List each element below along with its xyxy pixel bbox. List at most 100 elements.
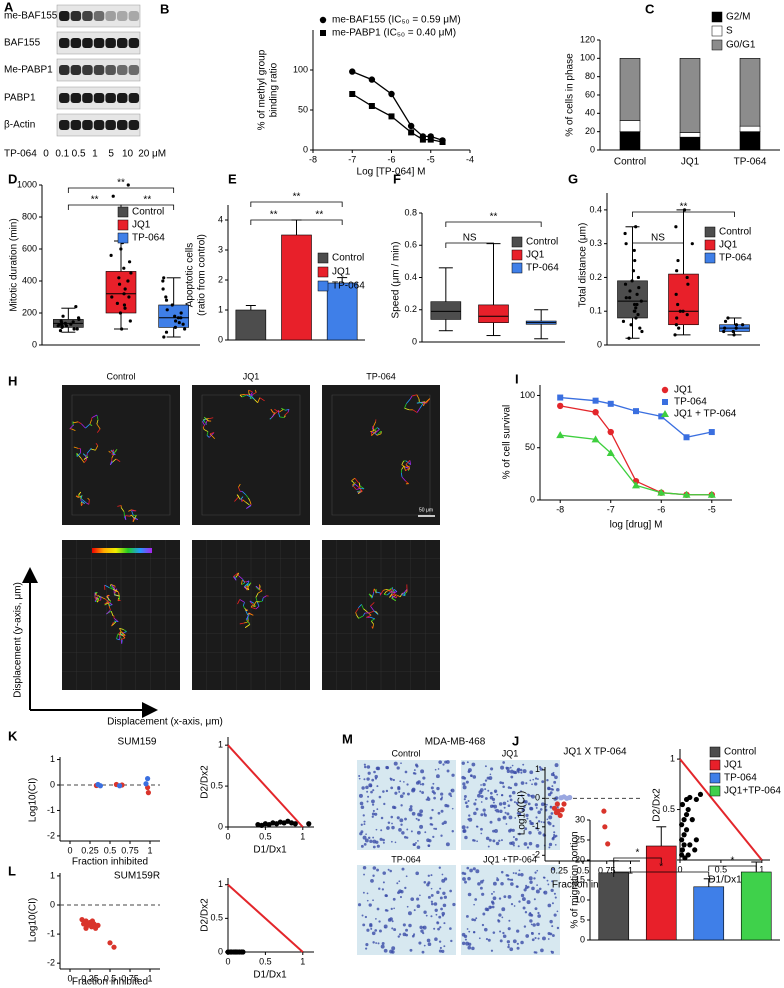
data-point [161, 279, 165, 283]
cell-dot [510, 841, 515, 846]
cell-dot [492, 839, 496, 843]
track-segment [112, 621, 117, 626]
data-point [557, 394, 564, 401]
data-point [127, 295, 131, 299]
cell-dot [492, 801, 495, 804]
track-segment [283, 415, 286, 418]
data-point [726, 316, 730, 320]
cell-dot [408, 807, 413, 812]
y-tick-label: 0.6 [404, 240, 417, 250]
cell-dot [372, 899, 374, 902]
cell-dot [535, 816, 538, 819]
track-segment [251, 602, 255, 606]
cell-dot [365, 947, 368, 950]
track-segment [124, 515, 127, 520]
track-segment [108, 587, 114, 590]
cell-dot [536, 922, 540, 927]
panel-letter: B [160, 1, 169, 16]
y-tick-label: 2 [218, 274, 223, 284]
cell-dot [396, 816, 400, 820]
cell-dot [452, 902, 456, 907]
legend-label: TP-064 [132, 233, 165, 244]
cell-dot [474, 898, 478, 901]
cell-dot [500, 870, 504, 874]
y-tick-label: 1 [218, 304, 223, 314]
track-segment [377, 427, 380, 430]
cell-dot [472, 931, 476, 934]
track-segment [424, 398, 431, 404]
data-point [162, 276, 166, 280]
track-segment [120, 631, 126, 636]
track-segment [80, 500, 85, 504]
chart-title: SUM159R [114, 871, 160, 882]
cell-dot [527, 802, 531, 806]
cell-dot [376, 785, 379, 788]
track-segment [366, 614, 372, 618]
cell-dot [535, 889, 540, 894]
track-segment [253, 601, 257, 606]
track-segment [95, 445, 99, 451]
data-point [707, 490, 716, 498]
y-axis-label: Apoptotic cells [185, 243, 196, 307]
data-point [408, 129, 415, 136]
cell-dot [496, 793, 499, 796]
track-segment [120, 507, 125, 512]
cell-dot [533, 877, 536, 880]
cell-dot [423, 881, 427, 884]
track-segment [82, 453, 86, 456]
cell-dot [401, 867, 405, 871]
track-segment [285, 408, 290, 411]
cell-dot [443, 945, 446, 948]
cell-dot [467, 892, 472, 897]
cell-dot [441, 911, 446, 916]
cell-dot [376, 766, 381, 771]
legend-label: JQ1 [332, 267, 351, 278]
y-tick-label: -1 [532, 821, 540, 831]
cell-dot [416, 830, 421, 835]
data-point [173, 319, 178, 323]
cell-dot [480, 784, 482, 786]
track-segment [96, 428, 101, 433]
cell-dot [551, 925, 554, 928]
blot-band [105, 65, 116, 75]
cell-dot [531, 938, 535, 942]
y-axis-label: binding ratio [269, 62, 280, 117]
data-point [72, 327, 76, 331]
cell-dot [370, 790, 373, 794]
y-tick-label: 20 [585, 126, 595, 136]
cell-dot [525, 813, 529, 818]
bar-segment [619, 58, 641, 121]
y-tick-label: 0 [50, 779, 55, 789]
y-tick-label: -1 [47, 928, 55, 938]
cell-dot [506, 769, 511, 774]
significance-label: ** [680, 202, 688, 213]
cell-dot [440, 792, 444, 796]
cell-dot [443, 922, 446, 925]
cell-dot [393, 907, 395, 910]
track-segment [374, 432, 378, 436]
data-point [685, 313, 689, 317]
cell-dot [547, 931, 551, 936]
track-segment [84, 455, 88, 460]
track-segment [359, 485, 365, 490]
box [617, 280, 648, 319]
data-point [741, 323, 745, 327]
track-segment [243, 583, 249, 588]
track-segment [358, 615, 364, 619]
track-segment [354, 477, 360, 484]
data-point [407, 122, 415, 130]
track-segment [111, 584, 116, 590]
cell-dot [441, 873, 444, 876]
cell-dot [491, 892, 493, 895]
track-segment [368, 593, 373, 599]
data-point [639, 299, 643, 303]
cell-dot [411, 934, 415, 938]
track-segment [123, 629, 127, 632]
cell-dot [442, 891, 446, 895]
cell-dot [439, 896, 443, 900]
cell-dot [363, 873, 365, 876]
bar-segment [679, 132, 701, 138]
track-segment [113, 617, 119, 622]
cell-dot [491, 905, 495, 909]
blot-band [105, 93, 116, 103]
